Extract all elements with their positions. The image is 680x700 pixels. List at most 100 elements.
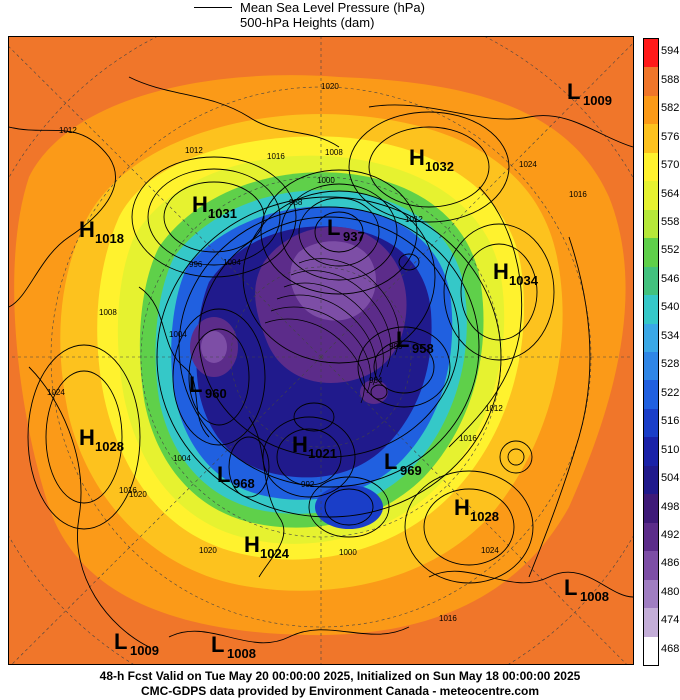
- colorbar: [643, 38, 659, 666]
- colorbar-swatch: [644, 465, 658, 495]
- colorbar-label: 480: [661, 585, 680, 598]
- sys-L1008-se: L 1008: [564, 575, 609, 604]
- sys-H1031: H 1031: [192, 192, 237, 221]
- colorbar-swatch: [644, 579, 658, 609]
- colorbar-swatch: [644, 323, 658, 353]
- contour-label: 988: [289, 198, 303, 207]
- contour-label: 1016: [439, 614, 457, 623]
- colorbar-label: 582: [661, 102, 680, 115]
- colorbar-label: 546: [661, 272, 680, 285]
- colorbar-label: 570: [661, 159, 680, 172]
- contour-label: 1016: [119, 486, 137, 495]
- sys-L1009-sw: L 1009: [114, 629, 159, 658]
- colorbar-swatch: [644, 295, 658, 325]
- sys-H1032: H 1032: [409, 145, 454, 174]
- sys-L968: L 968: [217, 462, 255, 491]
- colorbar-label: 594: [661, 45, 680, 58]
- colorbar-swatch: [644, 39, 658, 68]
- colorbar-label: 492: [661, 528, 680, 541]
- contour-label: 1012: [59, 126, 77, 135]
- sys-L1009-ne: L 1009: [567, 79, 612, 108]
- colorbar-label: 576: [661, 130, 680, 143]
- isobars: [27, 111, 555, 584]
- colorbar-swatch: [644, 209, 658, 239]
- contour-label: 1020: [321, 82, 339, 91]
- colorbar-label: 552: [661, 244, 680, 257]
- system-pressure-value: 1032: [425, 159, 454, 174]
- system-pressure-value: 1021: [308, 446, 337, 461]
- system-pressure-value: 937: [343, 229, 365, 244]
- system-pressure-value: 1008: [580, 589, 609, 604]
- field-516-south: [315, 485, 383, 529]
- colorbar-label: 468: [661, 642, 680, 655]
- colorbar-swatch: [644, 124, 658, 154]
- colorbar-label: 534: [661, 329, 680, 342]
- colorbar-swatch: [644, 181, 658, 211]
- colorbar-label: 528: [661, 358, 680, 371]
- system-type-label: L: [327, 215, 340, 240]
- colorbar-swatch: [644, 152, 658, 182]
- contour-label: 1012: [185, 146, 203, 155]
- colorbar-label: 516: [661, 415, 680, 428]
- system-type-label: L: [211, 632, 224, 657]
- system-type-label: H: [454, 495, 470, 520]
- weather-map: 1020 1012 1016 1008 1012 1024 1016 1000 …: [8, 36, 634, 665]
- legend-mslp-label: Mean Sea Level Pressure (hPa): [240, 0, 425, 15]
- system-pressure-value: 969: [400, 463, 422, 478]
- colorbar-swatch: [644, 95, 658, 125]
- system-pressure-value: 1031: [208, 206, 237, 221]
- system-type-label: L: [114, 629, 127, 654]
- contour-label: 1000: [339, 548, 357, 557]
- footer-credit: CMC-GDPS data provided by Environment Ca…: [140, 684, 540, 698]
- colorbar-swatch: [644, 437, 658, 467]
- contour-label: 1016: [459, 434, 477, 443]
- system-type-label: L: [396, 327, 409, 352]
- colorbar-label: 510: [661, 443, 680, 456]
- system-pressure-value: 1008: [227, 646, 256, 661]
- system-pressure-value: 1009: [130, 643, 159, 658]
- contour-label: 996: [389, 342, 403, 351]
- contour-label: 1008: [99, 308, 117, 317]
- contour-labels: 1020 1012 1016 1008 1012 1024 1016 1000 …: [47, 82, 587, 623]
- system-pressure-value: 1034: [509, 273, 539, 288]
- system-type-label: L: [217, 462, 230, 487]
- contour-label: 1004: [169, 330, 187, 339]
- system-type-label: H: [292, 432, 308, 457]
- colorbar-label: 540: [661, 301, 680, 314]
- legend: Mean Sea Level Pressure (hPa) 500-hPa He…: [188, 0, 488, 34]
- contour-label: 1024: [519, 160, 537, 169]
- system-type-label: H: [79, 217, 95, 242]
- colorbar-swatch: [644, 494, 658, 524]
- system-pressure-value: 968: [233, 476, 255, 491]
- sys-H1021: H 1021: [292, 432, 337, 461]
- colorbar-swatch: [644, 266, 658, 296]
- contour-label: 984: [369, 376, 383, 385]
- system-type-label: L: [564, 575, 577, 600]
- system-type-label: H: [409, 145, 425, 170]
- system-pressure-value: 1018: [95, 231, 124, 246]
- contour-label: 1020: [199, 546, 217, 555]
- field-486: [290, 241, 376, 321]
- contour-label: 1016: [267, 152, 285, 161]
- sys-L1008-s: L 1008: [211, 632, 256, 661]
- contour-label: 1020: [129, 490, 147, 499]
- system-pressure-value: 1009: [583, 93, 612, 108]
- system-type-label: H: [244, 532, 260, 557]
- coastlines: [9, 76, 633, 648]
- contour-label: 1004: [223, 258, 241, 267]
- system-type-label: L: [189, 372, 202, 397]
- system-type-label: H: [192, 192, 208, 217]
- colorbar-swatch: [644, 636, 658, 666]
- colorbar-swatch: [644, 380, 658, 410]
- colorbar-swatch: [644, 522, 658, 552]
- system-pressure-value: 958: [412, 341, 434, 356]
- contour-label: 1016: [569, 190, 587, 199]
- system-type-label: L: [384, 449, 397, 474]
- contour-label: 996: [189, 260, 203, 269]
- contour-label: 1012: [485, 404, 503, 413]
- sys-L960: L 960: [189, 372, 227, 401]
- colorbar-swatch: [644, 352, 658, 381]
- colorbar-label: 564: [661, 187, 680, 200]
- contour-label: 1024: [47, 388, 65, 397]
